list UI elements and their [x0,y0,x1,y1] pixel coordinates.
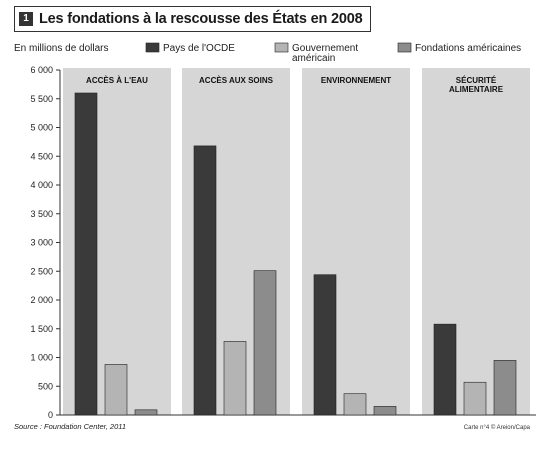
chart-title: Les fondations à la rescousse des États … [39,11,363,27]
bar-3-0 [433,323,457,416]
legend-swatch [274,42,289,53]
map-credit: Carte n°4 © Areion/Capa [464,424,531,431]
legend-swatch [145,42,160,53]
category-panels: ACCÈS À L'EAU ACCÈS AUX SOINS ENVIRONNEMEN… [63,68,530,415]
legend-entry: Gouvernement [292,43,358,54]
legend-entry: Fondations américaines [415,43,521,54]
bar-1-2 [253,270,277,416]
category-label: ENVIRONNEMENT [321,76,391,85]
y-tick-label: 500 [38,381,53,391]
y-tick-label: 6 000 [30,65,53,75]
legend-entry: américain [292,53,335,64]
bar-3-1 [463,381,487,416]
bar-0-0 [74,92,98,416]
legend-entry: Pays de l'OCDE [163,43,235,54]
unit-label: En millions de dollars [14,43,109,54]
y-tick-label: 5 500 [30,94,53,104]
y-tick-label: 4 500 [30,151,53,161]
bar-2-1 [343,393,367,416]
y-tick-label: 2 500 [30,266,53,276]
bar-3-2 [493,360,517,416]
y-tick-label: 4 000 [30,180,53,190]
y-tick-label: 1 500 [30,324,53,334]
category-label: ALIMENTAIRE [449,85,504,94]
y-tick-label: 2 000 [30,295,53,305]
y-tick-label: 3 500 [30,209,53,219]
bars [74,92,517,416]
source-note: Source : Foundation Center, 2011 [14,422,126,431]
chart-title-box: 1 Les fondations à la rescousse des État… [14,6,372,32]
bar-1-1 [223,341,247,416]
bar-1-0 [193,145,217,416]
legend-swatch [397,42,412,53]
category-label: ACCÈS AUX SOINS [199,76,274,85]
bar-2-2 [373,406,397,416]
category-label: ACCÈS À L'EAU [86,76,148,85]
y-tick-label: 0 [48,410,53,420]
category-label: SÉCURITÉ [456,76,497,85]
y-tick-label: 1 000 [30,353,53,363]
bar-2-0 [313,274,337,416]
bar-0-1 [104,364,128,416]
chart-number-badge: 1 [19,12,33,26]
bar-0-2 [134,409,158,416]
y-tick-label: 3 000 [30,238,53,248]
y-tick-label: 5 000 [30,123,53,133]
